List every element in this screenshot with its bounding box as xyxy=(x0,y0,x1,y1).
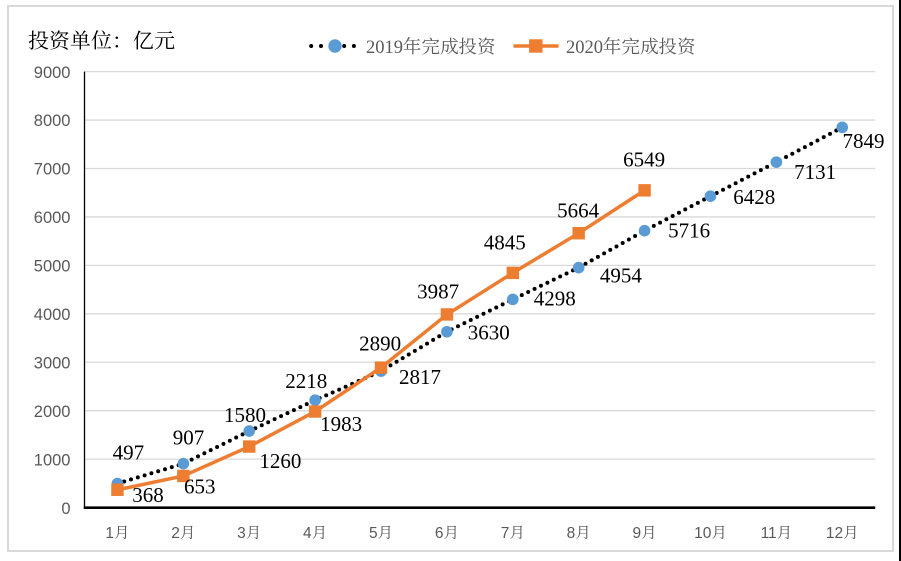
data-point-marker xyxy=(836,121,849,134)
data-label: 6549 xyxy=(623,148,665,172)
data-point-marker xyxy=(177,457,190,470)
y-tick-label: 6000 xyxy=(34,209,71,227)
screen-edge-line xyxy=(899,0,901,561)
data-point-marker xyxy=(374,361,388,374)
data-point-marker xyxy=(111,483,124,496)
x-tick-label: 1月 xyxy=(105,525,129,542)
data-label: 3987 xyxy=(417,279,459,303)
x-tick-label: 10月 xyxy=(694,525,727,542)
legend-item-2020: 2020年完成投资 xyxy=(513,34,696,58)
y-tick-label: 3000 xyxy=(34,354,71,372)
data-label: 2890 xyxy=(359,332,401,356)
data-label: 653 xyxy=(184,474,216,498)
x-tick-label: 5月 xyxy=(369,525,393,542)
data-point-marker xyxy=(243,440,256,453)
data-label: 4298 xyxy=(534,286,576,310)
y-tick-label: 0 xyxy=(61,500,70,518)
data-point-marker xyxy=(243,425,256,437)
x-tick-label: 7月 xyxy=(501,525,525,542)
data-label: 497 xyxy=(113,441,145,465)
data-label: 1580 xyxy=(224,403,266,427)
solid-line-square-marker-icon xyxy=(513,39,559,53)
y-tick-label: 8000 xyxy=(34,112,71,130)
data-label: 4845 xyxy=(484,230,526,254)
x-tick-label: 12月 xyxy=(826,525,859,542)
data-point-marker xyxy=(309,394,321,406)
data-point-marker xyxy=(638,184,651,197)
data-point-marker xyxy=(506,266,519,280)
y-tick-label: 2000 xyxy=(34,403,71,421)
data-point-marker xyxy=(572,261,585,274)
data-label: 5664 xyxy=(557,199,600,223)
data-point-marker xyxy=(440,308,454,321)
data-point-marker xyxy=(308,405,322,418)
data-label: 2218 xyxy=(285,369,327,393)
data-label: 3630 xyxy=(468,321,510,345)
x-tick-label: 2月 xyxy=(171,525,195,542)
legend-item-2019: 2019年完成投资 xyxy=(306,34,496,58)
data-point-marker xyxy=(506,293,519,306)
legend-label-2020: 2020年完成投资 xyxy=(566,38,696,58)
data-label: 2817 xyxy=(399,365,441,389)
data-label: 907 xyxy=(173,426,205,450)
dotted-line-circle-marker-icon xyxy=(309,39,356,53)
data-label: 4954 xyxy=(600,263,643,287)
data-point-marker xyxy=(441,325,453,338)
data-label: 1260 xyxy=(259,449,301,473)
y-tick-label: 4000 xyxy=(34,306,71,324)
data-label: 368 xyxy=(132,483,164,507)
data-label: 5716 xyxy=(668,218,710,242)
data-point-marker xyxy=(638,224,651,237)
data-label: 7131 xyxy=(794,160,836,184)
x-tick-label: 3月 xyxy=(237,525,261,542)
y-tick-label: 1000 xyxy=(34,451,71,469)
y-tick-label: 9000 xyxy=(34,64,71,82)
data-label: 6428 xyxy=(733,185,775,209)
data-point-marker xyxy=(572,227,585,240)
axis-unit-label: 投资单位：亿元 xyxy=(28,29,175,53)
data-label: 1983 xyxy=(320,412,362,436)
x-tick-label: 11月 xyxy=(761,525,793,542)
y-tick-label: 5000 xyxy=(34,258,71,276)
data-point-marker xyxy=(770,156,783,168)
x-tick-label: 6月 xyxy=(435,525,459,542)
x-tick-label: 4月 xyxy=(303,525,327,542)
data-point-marker xyxy=(177,469,190,483)
y-tick-label: 7000 xyxy=(34,161,71,179)
data-label: 7849 xyxy=(842,129,884,153)
chart-area-border xyxy=(6,4,895,552)
x-tick-label: 9月 xyxy=(633,525,657,542)
series-line-2019年完成投资 xyxy=(115,125,845,486)
data-point-marker xyxy=(704,190,717,202)
legend-label-2019: 2019年完成投资 xyxy=(366,38,496,58)
x-tick-label: 8月 xyxy=(567,525,591,542)
